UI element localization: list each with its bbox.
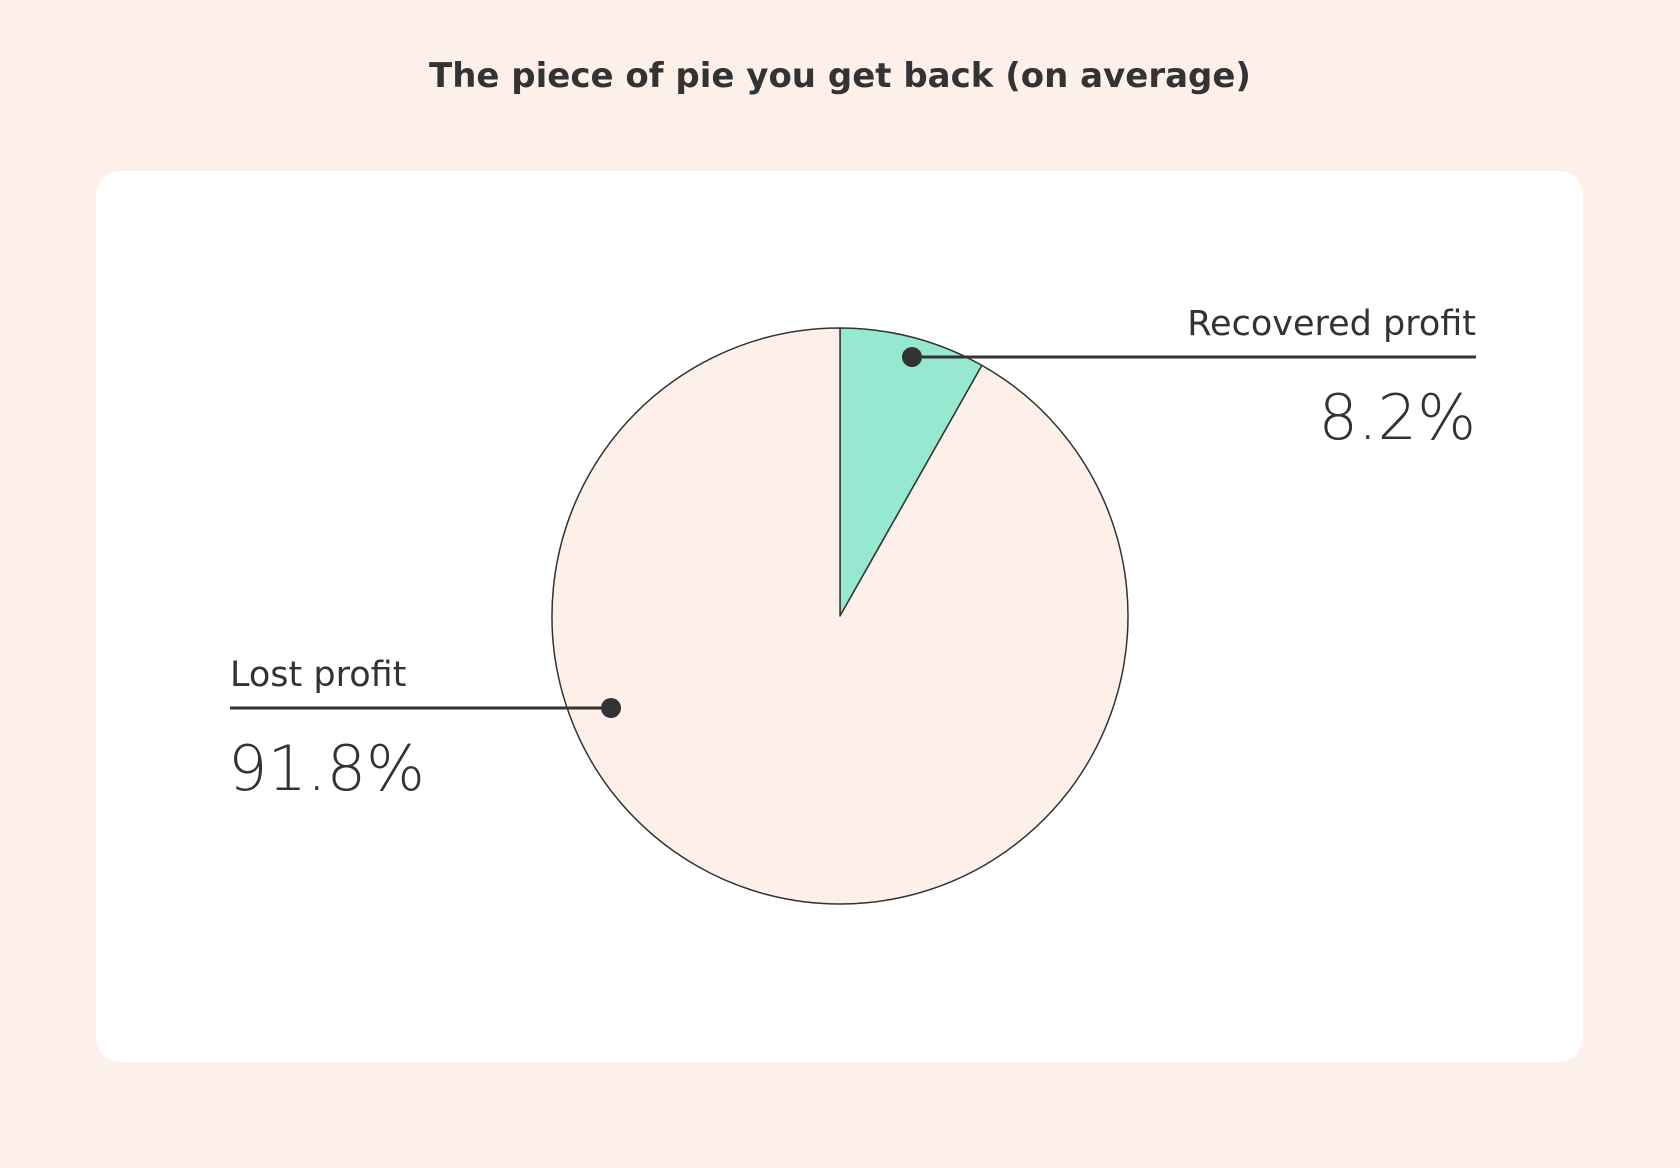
slice-value-lost-profit: 91.8% bbox=[228, 732, 425, 805]
leader-dot-lost-profit bbox=[601, 698, 621, 718]
leader-dot-recovered-profit bbox=[902, 347, 922, 367]
slice-label-recovered-profit: Recovered profit bbox=[1187, 304, 1476, 344]
slice-label-lost-profit: Lost profit bbox=[230, 655, 406, 695]
slice-value-recovered-profit: 8.2% bbox=[1318, 381, 1476, 454]
pie-slice-lost-profit bbox=[551, 327, 1129, 905]
pie-slice-recovered-profit bbox=[839, 327, 983, 617]
page-title: The piece of pie you get back (on averag… bbox=[429, 56, 1251, 96]
